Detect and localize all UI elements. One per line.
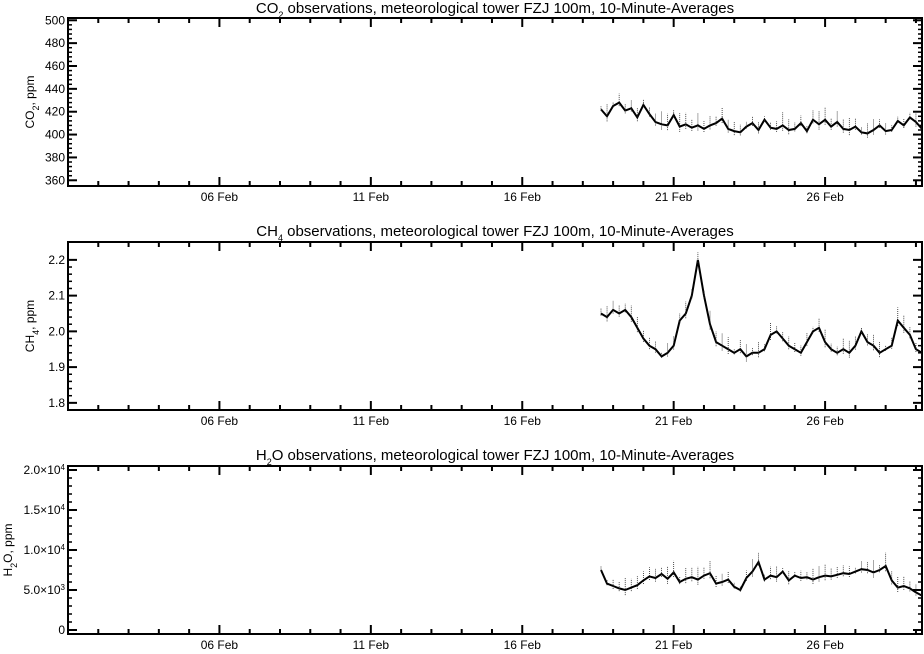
x-tick-label: 21 Feb [655,414,693,428]
y-tick-label: 0 [58,623,65,637]
y-axis-label: H2O, ppm [1,523,19,576]
plot-frame [67,17,923,187]
ylabel-subscript: 2 [9,563,19,568]
y-tick-label: 1.5×104 [24,503,66,518]
x-tick-label: 11 Feb [353,190,390,204]
panel-1: CO2 observations, meteorological tower F… [23,0,923,204]
x-tick-label: 06 Feb [201,638,239,652]
y-tick-label: 380 [45,150,65,164]
y-tick-mantissa: 1.0×10 [24,543,61,557]
x-tick-label: 26 Feb [806,414,844,428]
y-tick-label: 500 [45,13,65,27]
ylabel-part: , ppm [23,300,37,330]
title-part: CH [256,223,278,240]
x-tick-label: 21 Feb [655,190,693,204]
x-tick-label: 16 Feb [504,638,542,652]
plot-frame [67,465,923,635]
y-tick-label: 5.0×103 [24,583,66,598]
chart-title: H2O observations, meteorological tower F… [256,447,734,467]
ylabel-subscript: 4 [31,330,41,335]
y-tick-label: 420 [45,105,65,119]
title-part: H [256,447,267,464]
y-tick-exponent: 4 [61,463,66,472]
y-tick-mantissa: 5.0×10 [24,583,61,597]
title-part: CO [256,0,279,17]
x-tick-label: 06 Feb [201,414,239,428]
x-tick-label: 11 Feb [353,414,390,428]
series-line [600,559,922,597]
y-tick-mantissa: 0 [58,623,65,637]
y-tick-label: 480 [45,36,65,50]
ylabel-part: O, ppm [1,523,15,562]
plot-frame [67,241,923,411]
y-axis-label: CO2, ppm [23,75,41,128]
chart-title: CH4 observations, meteorological tower F… [256,223,733,243]
x-tick-label: 06 Feb [201,190,239,204]
title-subscript: 2 [278,10,283,20]
y-tick-mantissa: 2.0×10 [24,463,61,477]
y-tick-label: 2.0 [48,324,65,338]
x-tick-label: 21 Feb [655,638,693,652]
title-subscript: 2 [267,457,272,467]
y-tick-exponent: 3 [61,583,66,592]
y-tick-exponent: 4 [61,503,66,512]
chart-title: CO2 observations, meteorological tower F… [256,0,734,20]
ylabel-part: CO [23,111,37,129]
x-tick-label: 26 Feb [806,190,844,204]
x-tick-label: 11 Feb [353,638,390,652]
y-tick-exponent: 4 [61,543,66,552]
y-axis-label: CH4, ppm [23,300,41,352]
ylabel-part: CH [23,335,37,352]
x-tick-label: 16 Feb [504,414,542,428]
x-tick-label: 16 Feb [504,190,542,204]
y-tick-label: 1.8 [48,396,65,410]
ylabel-part: H [1,568,15,577]
y-tick-label: 2.1 [48,289,65,303]
series-line [600,101,922,135]
y-tick-label: 2.2 [48,253,65,267]
ylabel-subscript: 2 [31,106,41,111]
y-tick-label: 460 [45,59,65,73]
panel-3: H2O observations, meteorological tower F… [1,447,923,652]
title-part: observations, meteorological tower FZJ 1… [283,0,734,17]
y-tick-label: 1.9 [48,360,65,374]
panel-2: CH4 observations, meteorological tower F… [23,223,923,428]
y-tick-label: 1.0×104 [24,543,66,558]
title-subscript: 4 [278,233,283,243]
title-part: observations, meteorological tower FZJ 1… [283,223,734,240]
series-line [600,259,922,358]
y-tick-label: 2.0×104 [24,463,66,478]
y-tick-label: 360 [45,173,65,187]
y-tick-label: 400 [45,128,65,142]
ylabel-part: , ppm [23,75,37,105]
y-tick-label: 440 [45,82,65,96]
x-tick-label: 26 Feb [806,638,844,652]
title-part: O observations, meteorological tower FZJ… [272,447,734,464]
y-tick-mantissa: 1.5×10 [24,503,61,517]
